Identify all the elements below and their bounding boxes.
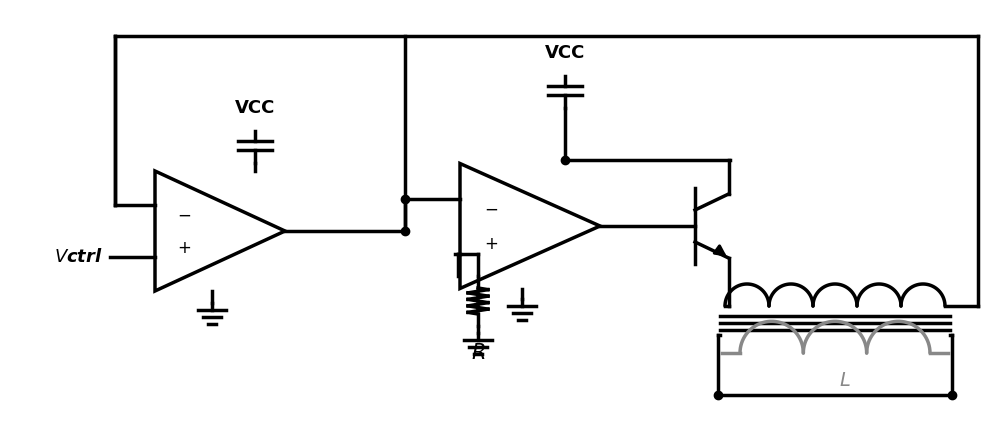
Text: VCC: VCC — [545, 44, 585, 62]
Text: $-$: $-$ — [484, 199, 498, 217]
Text: $-$: $-$ — [177, 205, 191, 223]
Text: $R$: $R$ — [471, 343, 485, 363]
Text: $V$ctrl: $V$ctrl — [54, 248, 103, 266]
Text: $+$: $+$ — [177, 239, 191, 257]
Text: $+$: $+$ — [484, 235, 498, 253]
Text: VCC: VCC — [235, 99, 275, 117]
Text: $L$: $L$ — [839, 371, 851, 390]
